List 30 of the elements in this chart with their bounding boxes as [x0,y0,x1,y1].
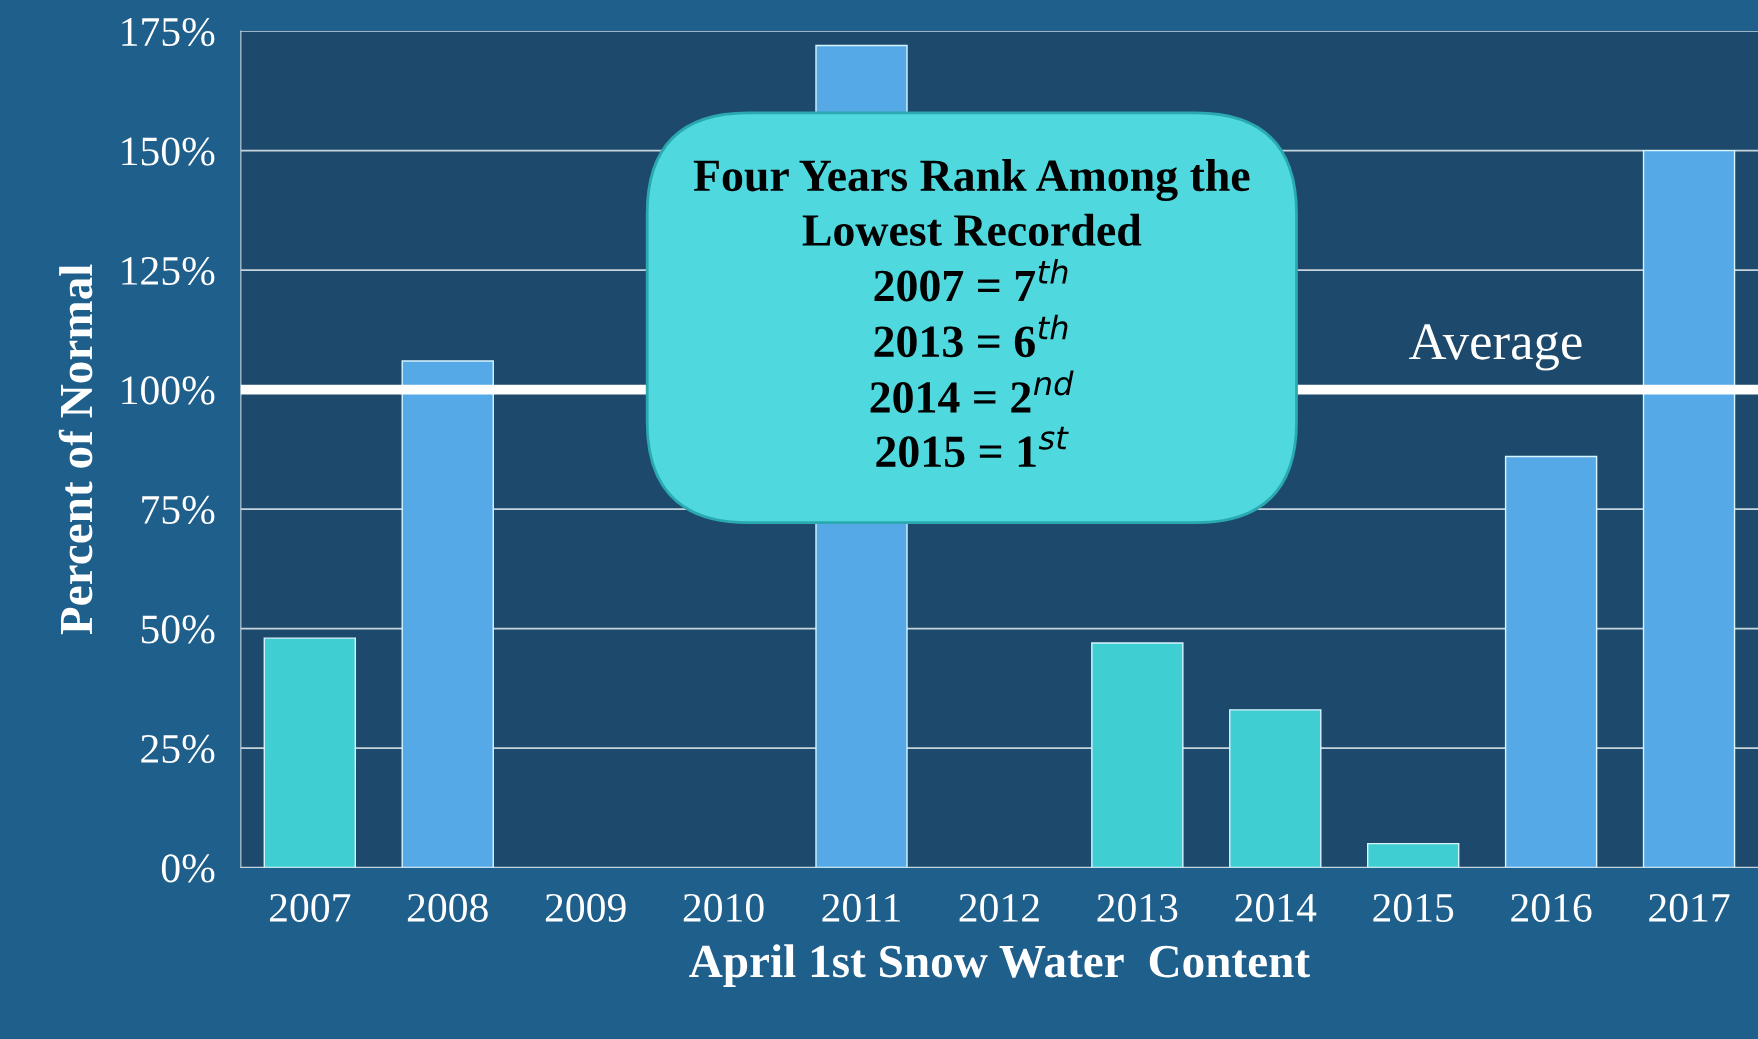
bar [1229,709,1322,868]
x-axis-title: April 1st Snow Water Content [689,944,1310,988]
y-tick-label: 75% [142,495,215,525]
x-tick-label: 2007 [269,893,351,922]
x-tick-label: 2008 [407,893,488,922]
x-tick-label: 2013 [1097,893,1178,922]
bar [263,637,357,868]
bar [1642,149,1736,868]
bar [1091,642,1184,868]
x-tick-label: 2015 [1373,893,1454,922]
y-axis-title: Percent of Normal [58,264,93,635]
bar [1366,842,1460,868]
y-tick-label: 50% [141,615,215,644]
x-tick-label: 2009 [545,893,626,922]
y-tick-label: 25% [141,734,215,764]
y-tick-label: 100% [122,376,215,405]
y-tick-label: 125% [122,256,215,286]
y-tick-label: 175% [122,17,215,47]
bar [401,360,494,868]
bar [1504,455,1598,868]
x-tick-label: 2017 [1649,893,1730,922]
ref-line-label: Average [1409,324,1582,371]
text: Four Years Rank Among the Lowest Recorded 2007 = 7$^{th}$ 2013 = 6$^{th}$ 2014 = 2$^{nd}$ 2015 = 1$^{st}$ [693,159,1250,468]
x-tick-label: 2012 [959,893,1039,922]
x-tick-label: 2010 [683,893,764,922]
x-tick-label: 2011 [822,893,900,922]
x-tick-label: 2016 [1511,893,1592,922]
y-tick-label: 0% [161,854,215,883]
x-tick-label: 2014 [1235,893,1317,922]
y-tick-label: 150% [122,137,215,166]
